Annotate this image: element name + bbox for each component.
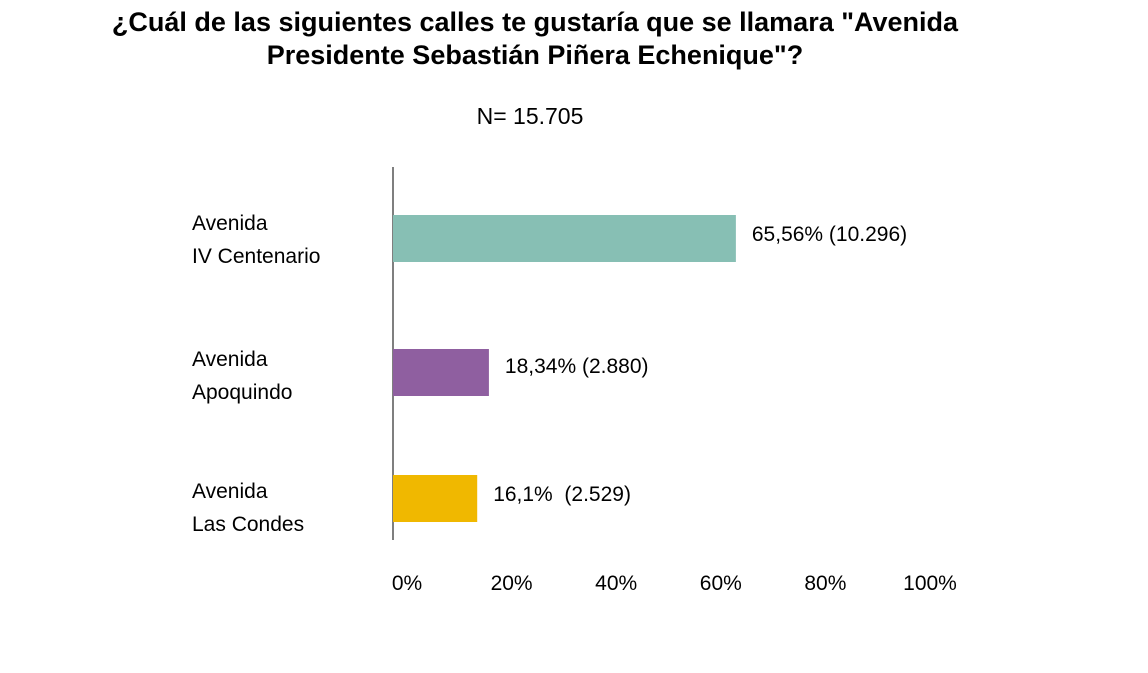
data-label-2: 18,34% (2.880) <box>504 355 649 378</box>
bars-group <box>393 215 736 522</box>
chart-title: ¿Cuál de las siguientes calles te gustar… <box>40 6 1030 72</box>
category-label-2: Avenida Apoquindo <box>192 343 382 409</box>
bar-3 <box>393 475 478 522</box>
data-label-1: 65,56% (10.296) <box>751 223 908 246</box>
bar-2 <box>393 349 489 396</box>
category-label-1: Avenida IV Centenario <box>192 207 382 273</box>
category-label-3-line-2: Las Condes <box>192 513 305 536</box>
chart-subtitle: N= 15.705 <box>476 103 584 129</box>
bar-1 <box>393 215 736 262</box>
chart-title-line-2: Presidente Sebastián Piñera Echenique"? <box>266 40 804 70</box>
category-label-2-line-2: Apoquindo <box>192 381 293 404</box>
category-label-1-line-2: IV Centenario <box>192 245 321 268</box>
x-tick-label-40: 40% <box>595 572 638 595</box>
x-tick-label-60: 60% <box>699 572 742 595</box>
category-label-3-line-1: Avenida <box>192 480 268 503</box>
chart-title-line-1: ¿Cuál de las siguientes calles te gustar… <box>111 7 959 37</box>
category-label-3: Avenida Las Condes <box>192 475 382 541</box>
category-label-2-line-1: Avenida <box>192 348 268 371</box>
data-label-3: 16,1% (2.529) <box>493 483 631 506</box>
x-tick-label-100: 100% <box>903 572 957 595</box>
x-tick-label-80: 80% <box>804 572 847 595</box>
category-label-1-line-1: Avenida <box>192 212 268 235</box>
x-tick-label-0: 0% <box>391 572 423 595</box>
x-tick-label-20: 20% <box>490 572 533 595</box>
